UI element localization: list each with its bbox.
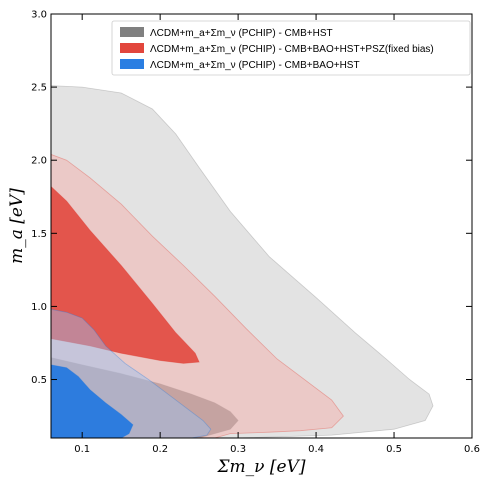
contour-68-series-2 [51,185,200,364]
x-tick-label: 0.1 [74,444,90,455]
contour-layer [51,85,434,438]
y-tick-label: 0.5 [31,375,47,386]
legend-entry-label: ΛCDM+m_a+Σm_ν (PCHIP) - CMB+HST [150,28,333,39]
x-tick-label: 0.5 [386,444,402,455]
legend-entry-label: ΛCDM+m_a+Σm_ν (PCHIP) - CMB+BAO+HST [150,60,360,71]
legend-box [111,20,471,76]
plot-frame [50,13,473,439]
x-tick-label: 0.4 [308,444,324,455]
legend-swatch [120,43,144,53]
legend-swatch [120,27,144,37]
y-tick-label: 2.0 [31,156,47,167]
x-axis-label: Σm_ν [eV] [217,457,306,477]
x-tick-label: 0.3 [230,444,246,455]
y-axis: 0.5 1.0 1.5 2.0 2.5 3.0 [31,10,472,386]
x-axis: 0.1 0.2 0.3 0.4 0.5 0.6 [74,14,480,455]
contour-68-series-3 [51,364,134,438]
legend-entry-label: ΛCDM+m_a+Σm_ν (PCHIP) - CMB+BAO+HST+PSZ(… [150,44,434,55]
legend: ΛCDM+m_a+Σm_ν (PCHIP) - CMB+HST ΛCDM+m_a+… [111,20,471,76]
x-tick-label: 0.6 [464,444,480,455]
contour-95-series-2 [51,153,344,438]
legend-swatch [120,59,144,69]
y-tick-label: 1.0 [31,302,47,313]
y-tick-label: 2.5 [31,83,47,94]
y-tick-label: 1.5 [31,229,47,240]
y-axis-label: m_a [eV] [7,188,27,264]
x-tick-label: 0.2 [152,444,168,455]
y-tick-label: 3.0 [31,10,47,21]
